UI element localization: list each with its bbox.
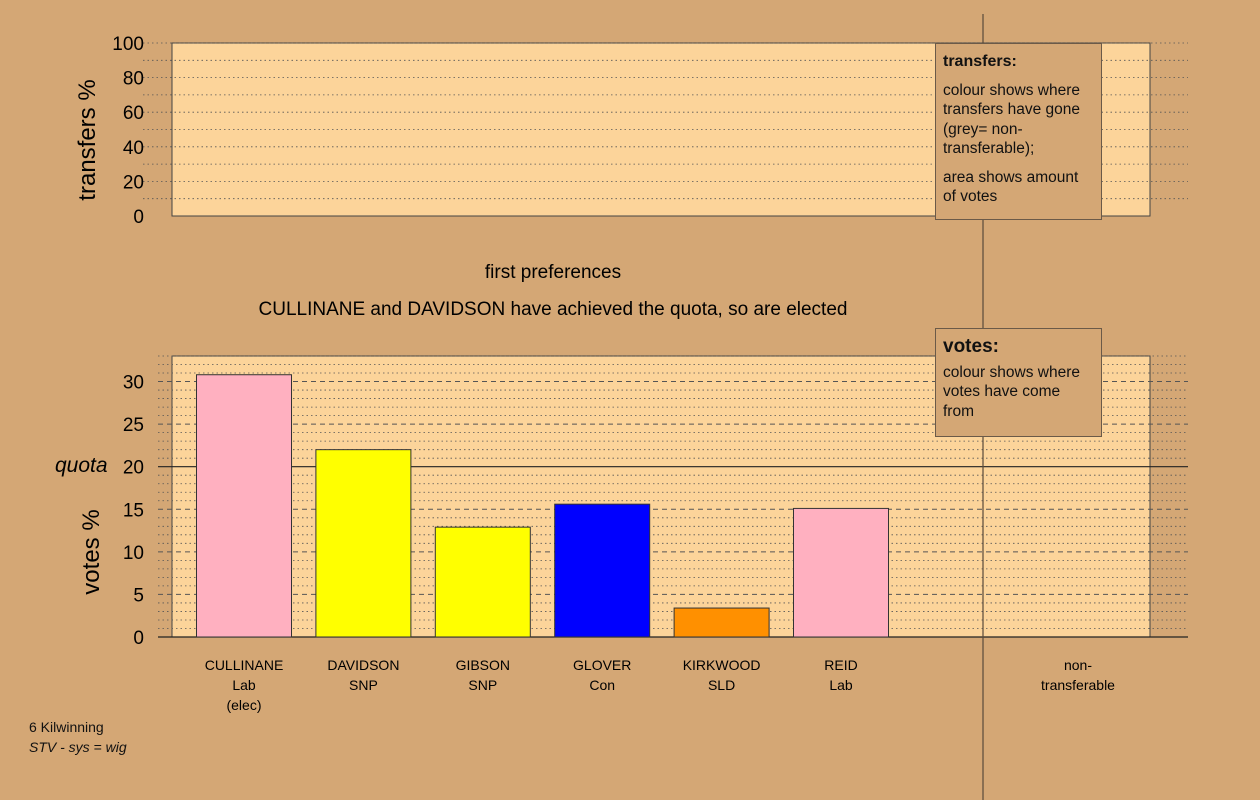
bar-glover (554, 503, 651, 638)
votes-y-tick-label: 10 (123, 543, 144, 564)
non-transferable-label-line1: non- (1064, 657, 1092, 673)
stage-heading: first preferences (485, 262, 621, 283)
votes-y-tick-label: 20 (123, 458, 144, 479)
transfers-grid (143, 42, 1188, 200)
bar-kirkwood (673, 607, 770, 638)
candidate-name: KIRKWOOD (683, 657, 761, 673)
candidate-party: SNP (349, 677, 378, 693)
transfers-y-tick-label: 20 (123, 172, 144, 193)
candidate-party: Lab (829, 677, 853, 693)
transfers-y-tick-label: 80 (123, 69, 144, 90)
transfers-y-tick-label: 100 (112, 34, 144, 55)
transfers-legend: transfers: colour shows where transfers … (935, 43, 1102, 220)
transfers-legend-title: transfers: (943, 53, 1017, 70)
candidate-party: Lab (232, 677, 256, 693)
bar-gibson (434, 526, 531, 638)
quota-message: CULLINANE and DAVIDSON have achieved the… (259, 299, 848, 320)
transfers-y-axis-label: transfers % (74, 79, 101, 200)
transfers-legend-text-area: area shows amount of votes (943, 168, 1079, 206)
votes-y-tick-label: 30 (123, 373, 144, 394)
transfers-legend-text-colour: colour shows where transfers have gone (… (943, 81, 1081, 158)
candidate-labels: CULLINANE Lab (elec) DAVIDSON SNP GIBSON SNP GL… (205, 657, 858, 713)
transfers-y-tick-label: 0 (133, 207, 144, 228)
candidate-name: CULLINANE (205, 657, 284, 673)
candidate-name: GIBSON (456, 657, 510, 673)
candidate-name: REID (824, 657, 857, 673)
transfers-y-tick-label: 60 (123, 103, 144, 124)
candidate-party: SLD (708, 677, 735, 693)
bar-davidson (315, 449, 412, 638)
candidate-name: DAVIDSON (327, 657, 399, 673)
transfers-y-axis: 0 20 40 60 80 100 (112, 34, 144, 228)
votes-y-tick-label: 5 (133, 585, 144, 606)
votes-y-tick-label: 15 (123, 500, 144, 521)
votes-y-axis-label: votes % (78, 509, 105, 594)
candidate-status: (elec) (226, 697, 261, 713)
transfers-y-tick-label: 40 (123, 138, 144, 159)
votes-y-tick-label: 0 (133, 628, 144, 649)
candidate-name: GLOVER (573, 657, 631, 673)
votes-legend-title: votes: (943, 336, 999, 357)
vote-bars (196, 374, 889, 638)
votes-y-tick-label: 25 (123, 415, 144, 436)
non-transferable-label-line2: transferable (1041, 677, 1115, 693)
bar-cullinane (196, 374, 292, 638)
votes-legend: votes: colour shows where votes have com… (935, 328, 1102, 437)
candidate-party: Con (589, 677, 615, 693)
area-name: 6 Kilwinning (29, 719, 104, 735)
votes-y-axis: 0 5 10 15 20 25 30 (123, 373, 144, 649)
votes-legend-text: colour shows where votes have come from (943, 363, 1080, 420)
bar-reid (793, 507, 889, 638)
candidate-party: SNP (468, 677, 497, 693)
system-label: STV - sys = wig (29, 739, 127, 755)
quota-label: quota (55, 454, 108, 477)
